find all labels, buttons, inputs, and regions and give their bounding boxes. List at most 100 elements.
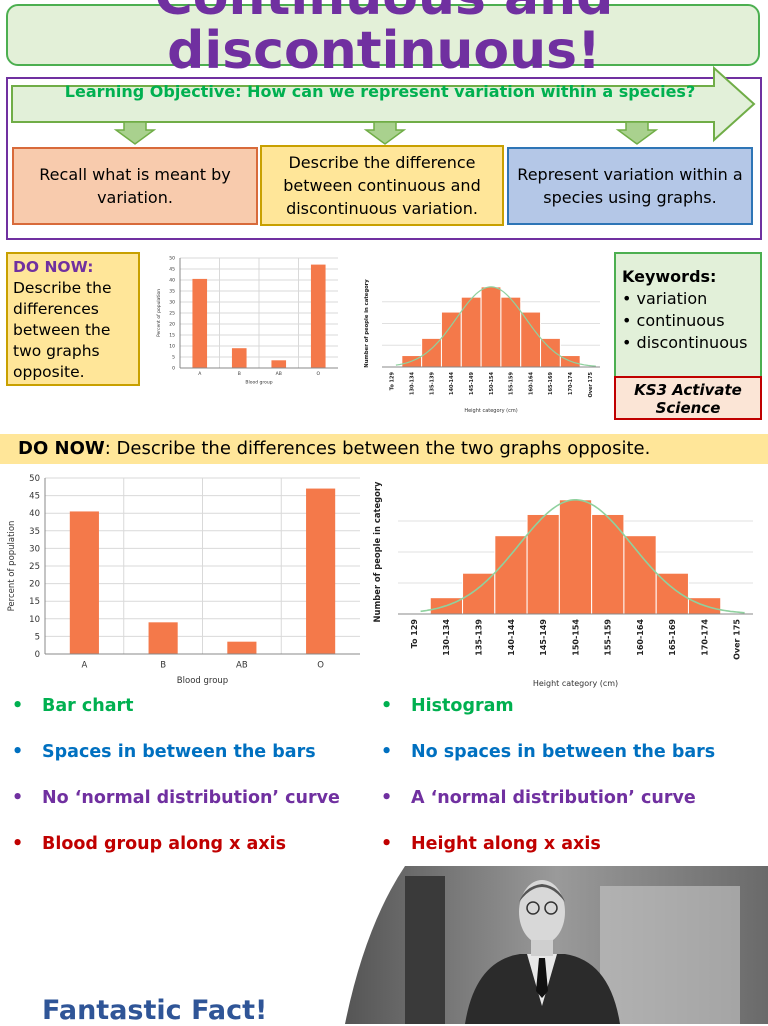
y-tick-label: 35 — [29, 527, 40, 537]
normal-distribution-curve — [420, 499, 745, 614]
list-item: • Histogram — [381, 696, 514, 716]
list-item: • A ‘normal distribution’ curve — [381, 788, 696, 808]
y-tick-label: 45 — [29, 492, 40, 502]
do-now-text: Describe the differences between the two… — [13, 279, 112, 381]
keywords-list: • variation • continuous • discontinuous — [622, 288, 754, 354]
objective-3: Represent variation within a species usi… — [507, 147, 753, 225]
list-item: • Bar chart — [12, 696, 134, 716]
bar — [227, 641, 257, 654]
y-tick-label: 5 — [35, 632, 40, 642]
histogram-bar — [591, 513, 625, 615]
x-tick-label: 145-149 — [469, 371, 475, 394]
y-tick-label: 50 — [29, 474, 40, 484]
keyword-item: • continuous — [622, 311, 725, 330]
y-tick-label: 10 — [169, 344, 175, 350]
do-now-label: DO NOW — [13, 258, 88, 276]
histogram-bar — [494, 535, 528, 615]
histogram-bar — [462, 572, 496, 615]
objective-1: Recall what is meant by variation. — [12, 147, 258, 225]
fantastic-fact-heading: Fantastic Fact! — [42, 995, 268, 1026]
y-tick-label: 40 — [169, 278, 175, 284]
down-arrow-icon — [615, 121, 659, 145]
histogram-bar — [520, 311, 542, 368]
x-tick-label: A — [81, 661, 87, 671]
list-item: • No ‘normal distribution’ curve — [12, 788, 340, 808]
y-tick-label: 30 — [169, 300, 175, 306]
list-item: • Blood group along x axis — [12, 834, 287, 854]
banner-label: DO NOW — [18, 438, 105, 459]
x-tick-label: O — [317, 661, 324, 671]
y-axis-label: Percent of population — [156, 289, 162, 337]
bar — [231, 348, 247, 368]
photo-tall-man — [345, 866, 768, 1024]
histogram-bar — [440, 311, 462, 368]
x-tick-label: 135-139 — [474, 619, 483, 656]
keyword-item: • discontinuous — [622, 333, 748, 352]
histogram-bar — [558, 499, 593, 615]
x-tick-label: 155-159 — [509, 371, 515, 394]
bar — [306, 488, 336, 654]
y-tick-label: 0 — [35, 650, 40, 660]
x-tick-label: 140-144 — [449, 371, 455, 394]
keywords-heading: Keywords: — [622, 267, 717, 286]
x-tick-label: AB — [276, 371, 282, 377]
histogram-bar — [655, 572, 689, 615]
histogram-bar — [480, 286, 502, 368]
x-tick-label: 165-169 — [668, 619, 677, 656]
y-tick-label: 10 — [29, 615, 40, 625]
histogram-bar — [623, 535, 657, 615]
y-tick-label: 20 — [29, 580, 40, 590]
do-now-banner: DO NOW: Describe the differences between… — [0, 434, 768, 464]
histogram-bar — [421, 337, 442, 368]
x-tick-label: 150-154 — [489, 371, 495, 394]
x-tick-label: To 129 — [410, 619, 419, 649]
histogram-thumbnail: To 129 130-134 135-139 140-144 145-149 150-15… — [364, 279, 600, 414]
x-tick-label: B — [160, 661, 166, 671]
y-tick-label: 5 — [172, 355, 175, 361]
list-item: • Spaces in between the bars — [12, 742, 316, 762]
x-tick-label: 150-154 — [571, 619, 580, 656]
x-tick-label: Over 175 — [733, 619, 742, 660]
x-tick-label: 170-174 — [568, 371, 574, 394]
keywords-box: Keywords: • variation • continuous • dis… — [614, 252, 762, 382]
histogram-points: • Histogram • No spaces in between the bar… — [381, 695, 761, 879]
x-tick-label: AB — [236, 661, 248, 671]
bar — [69, 511, 99, 654]
y-tick-label: 40 — [29, 509, 40, 519]
y-tick-label: 15 — [169, 333, 175, 339]
y-axis-label: Number of people in category — [364, 279, 370, 368]
y-tick-label: 25 — [169, 311, 175, 317]
objectives-frame — [6, 77, 762, 240]
x-axis-label: Blood group — [245, 379, 272, 385]
x-tick-label: 130-134 — [442, 619, 451, 656]
x-tick-label: 155-159 — [604, 619, 613, 656]
x-tick-label: A — [198, 371, 202, 377]
x-axis-label: Blood group — [177, 676, 228, 686]
x-tick-label: 130-134 — [409, 371, 415, 394]
list-item: • No spaces in between the bars — [381, 742, 716, 762]
bar — [271, 360, 287, 368]
normal-distribution-curve — [395, 286, 596, 367]
objective-2: Describe the difference between continuo… — [260, 145, 504, 226]
y-axis-label: Number of people in category — [372, 481, 382, 623]
bar — [192, 278, 208, 368]
y-tick-label: 0 — [172, 366, 175, 372]
bar — [310, 264, 326, 368]
learning-objective: Learning Objective: How can we represent… — [64, 82, 696, 101]
histogram-bar — [540, 337, 561, 368]
x-tick-label: 145-149 — [539, 619, 548, 656]
y-tick-label: 15 — [29, 597, 40, 607]
list-item: • Height along x axis — [381, 834, 601, 854]
x-tick-label: 135-139 — [429, 371, 435, 394]
down-arrow-icon — [363, 121, 407, 145]
x-axis-label: Height category (cm) — [533, 679, 618, 688]
bar-chart-points: • Bar chart • Spaces in between the bars •… — [12, 695, 357, 865]
y-tick-label: 25 — [29, 562, 40, 572]
y-tick-label: 45 — [169, 267, 175, 273]
x-tick-label: B — [238, 371, 241, 377]
down-arrow-icon — [113, 121, 157, 145]
y-tick-label: 30 — [29, 544, 40, 554]
x-axis-label: Height category (cm) — [464, 408, 517, 414]
